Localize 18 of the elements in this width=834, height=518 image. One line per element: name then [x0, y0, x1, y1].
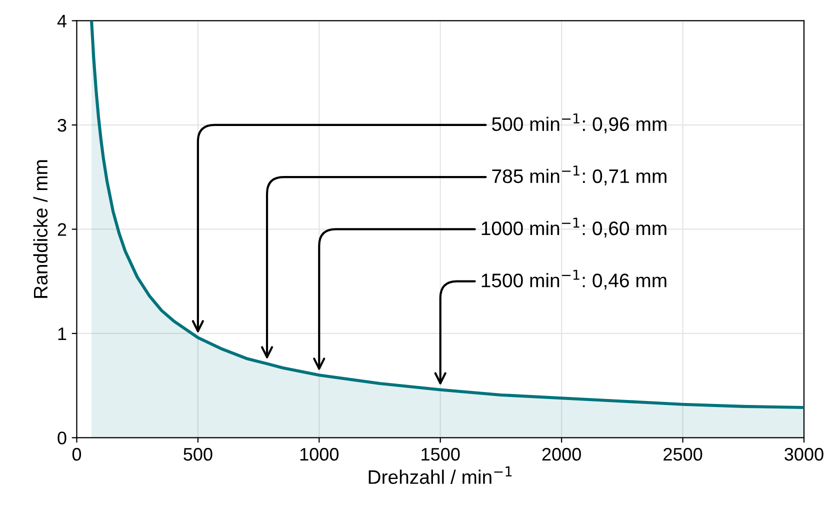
y-tick-label: 2 [58, 223, 66, 236]
x-tick-label: 1000 [300, 448, 339, 461]
y-tick-label: 4 [57, 14, 66, 28]
x-axis-title: Drehzahl / min$^{−1}$ [368, 466, 512, 484]
x-tick-label: 0 [72, 448, 82, 461]
x-tick-label: 3000 [784, 448, 824, 461]
x-tick-label: 2000 [542, 448, 581, 461]
annotation: 500 min$^{−1}$: 0,96 mm [492, 113, 666, 134]
y-tick-label: 0 [58, 432, 66, 444]
x-tick-label: 500 [184, 448, 212, 461]
y-axis-title: Randdicke / mm [33, 160, 48, 298]
annotation: 1500 min$^{−1}$: 0,46 mm [482, 270, 666, 290]
x-tick-label: 2500 [664, 448, 702, 461]
x-tick-label: 1500 [422, 448, 460, 461]
y-tick-label: 1 [58, 328, 66, 340]
annotation: 785 min$^{−1}$: 0,71 mm [492, 166, 666, 186]
y-tick-label: 3 [58, 118, 66, 132]
annotation: 1000 min$^{−1}$: 0,60 mm [482, 218, 666, 238]
